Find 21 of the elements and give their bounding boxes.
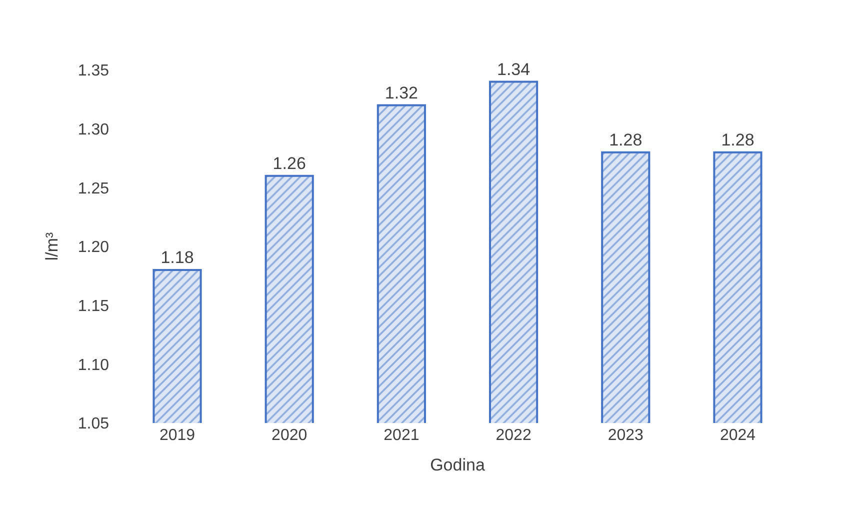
y-tick-label: 1.35: [78, 62, 110, 80]
x-tick-label: 2024: [720, 427, 756, 444]
y-tick-label: 1.30: [78, 121, 110, 138]
data-label: 1.32: [384, 83, 418, 102]
data-label: 1.28: [609, 130, 642, 150]
x-tick-label: 2019: [159, 427, 196, 444]
y-tick-label: 1.05: [78, 416, 110, 433]
data-label: 1.28: [721, 130, 754, 150]
x-tick-label: 2022: [496, 427, 532, 444]
data-label: 1.34: [497, 60, 530, 79]
x-tick-label: 2023: [608, 427, 644, 444]
y-tick-label: 1.20: [78, 239, 110, 256]
y-tick-label: 1.10: [78, 356, 110, 374]
x-tick-label: 2020: [272, 427, 308, 444]
data-label: 1.26: [272, 154, 306, 173]
x-axis-title: Godina: [430, 455, 486, 474]
x-tick-label: 2021: [384, 427, 420, 444]
y-axis-title: l/m³: [42, 232, 62, 261]
data-label: 1.18: [160, 248, 194, 268]
y-tick-label: 1.15: [78, 298, 110, 315]
y-tick-label: 1.25: [78, 180, 110, 198]
